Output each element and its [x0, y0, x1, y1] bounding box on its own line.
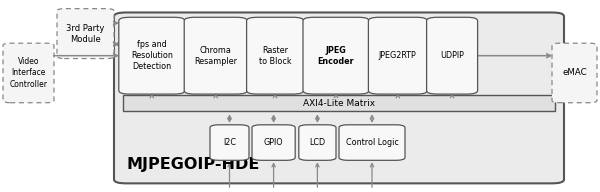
- FancyBboxPatch shape: [184, 17, 247, 94]
- FancyBboxPatch shape: [339, 125, 405, 160]
- Text: Control Logic: Control Logic: [346, 138, 398, 147]
- FancyBboxPatch shape: [252, 125, 295, 160]
- Text: Raster
to Block: Raster to Block: [259, 46, 292, 66]
- FancyBboxPatch shape: [299, 125, 336, 160]
- Text: MJPEGOIP-HDE: MJPEGOIP-HDE: [126, 157, 259, 172]
- Text: AXI4-Lite Matrix: AXI4-Lite Matrix: [303, 99, 375, 108]
- FancyBboxPatch shape: [247, 17, 304, 94]
- Text: 3rd Party
Module: 3rd Party Module: [67, 24, 104, 44]
- FancyBboxPatch shape: [368, 17, 427, 94]
- FancyBboxPatch shape: [303, 17, 369, 94]
- Text: eMAC: eMAC: [562, 69, 587, 77]
- FancyBboxPatch shape: [119, 17, 185, 94]
- FancyBboxPatch shape: [427, 17, 478, 94]
- Text: JPEG2RTP: JPEG2RTP: [379, 51, 416, 60]
- FancyBboxPatch shape: [210, 125, 249, 160]
- Text: I2C: I2C: [223, 138, 236, 147]
- FancyBboxPatch shape: [114, 12, 564, 183]
- FancyBboxPatch shape: [552, 43, 597, 103]
- Text: Chroma
Resampler: Chroma Resampler: [194, 46, 237, 66]
- FancyBboxPatch shape: [57, 9, 114, 59]
- Text: JPEG
Encoder: JPEG Encoder: [317, 46, 355, 66]
- Text: UDPIP: UDPIP: [440, 51, 464, 60]
- Text: Video
Interface
Controller: Video Interface Controller: [10, 57, 47, 89]
- Text: LCD: LCD: [310, 138, 325, 147]
- FancyBboxPatch shape: [123, 95, 555, 111]
- Text: GPIO: GPIO: [264, 138, 283, 147]
- Text: fps and
Resolution
Detection: fps and Resolution Detection: [131, 40, 173, 71]
- FancyBboxPatch shape: [3, 43, 54, 103]
